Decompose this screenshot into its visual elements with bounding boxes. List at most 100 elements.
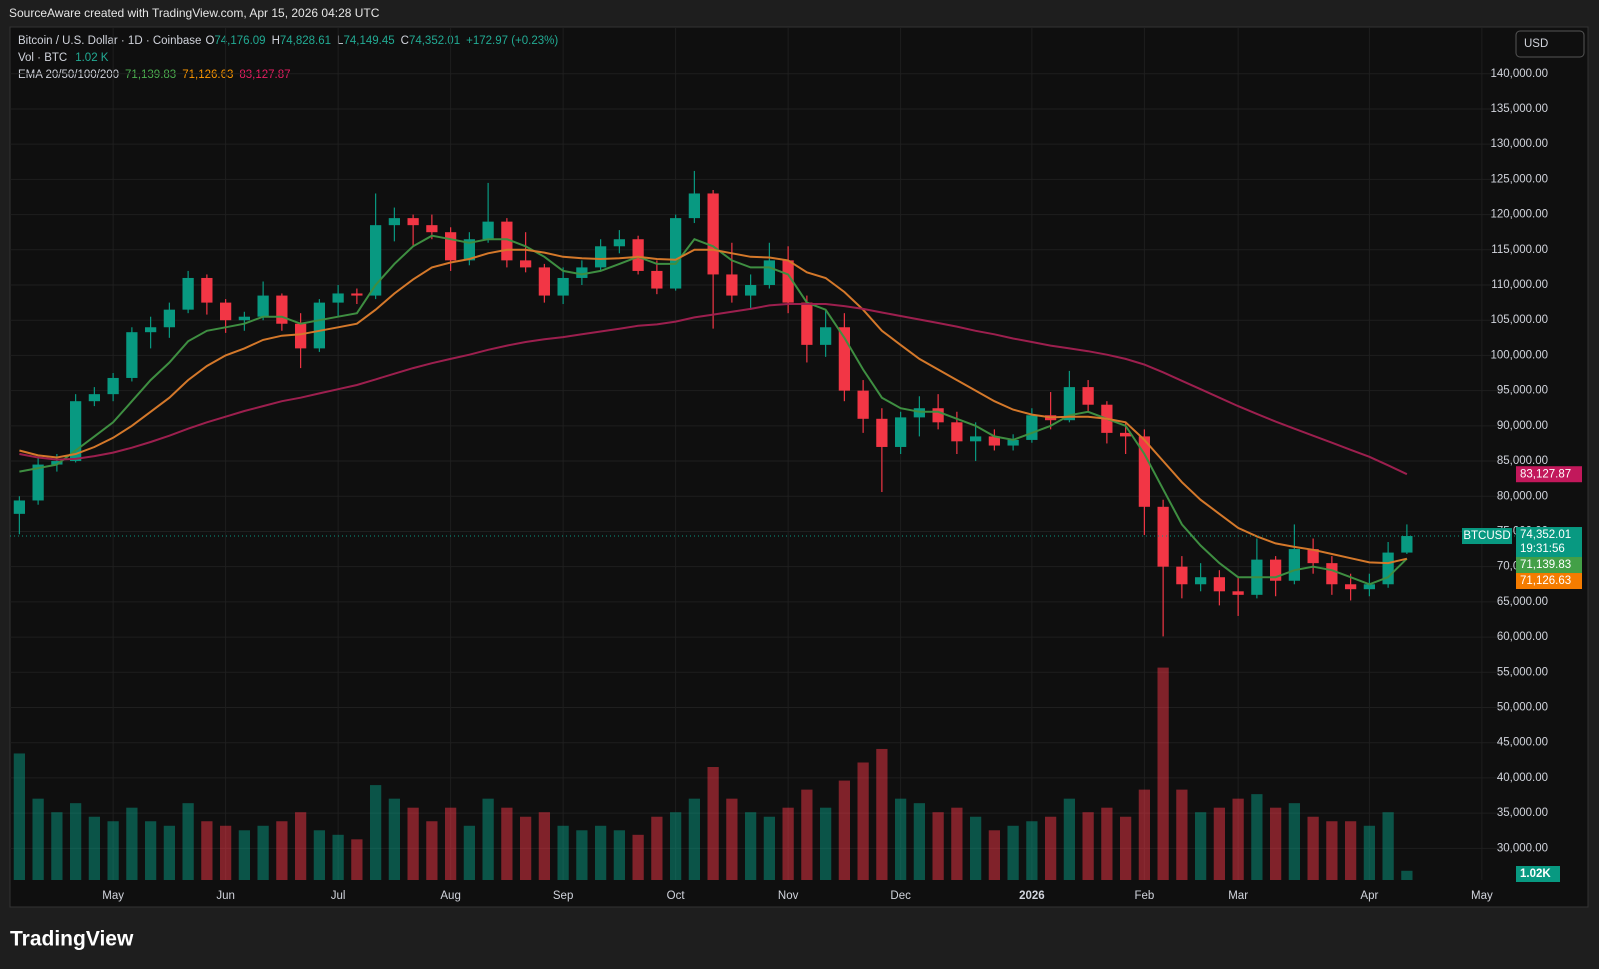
candle-body [182, 277, 194, 310]
candle-body [145, 327, 157, 333]
countdown: 19:31:56 [1520, 543, 1565, 555]
candle-body [351, 293, 363, 296]
volume-bar [782, 807, 794, 880]
chart-panel [9, 26, 1589, 908]
candle-body [332, 293, 344, 303]
volume-bar [1138, 789, 1150, 880]
candle-body [1120, 432, 1132, 437]
ohlc-key: O [205, 35, 214, 47]
ohlc-key: C [401, 35, 409, 47]
candle-body [1026, 415, 1038, 440]
candle-body [13, 500, 25, 514]
volume-bar [970, 816, 982, 880]
volume-bar [1082, 812, 1094, 880]
x-tick-label: Apr [1360, 890, 1378, 902]
y-tick-label: 40,000.00 [1497, 772, 1548, 784]
candle-body [1195, 577, 1207, 585]
volume-bar [651, 816, 663, 880]
candle-body [482, 221, 494, 240]
x-tick-label: May [1471, 890, 1493, 902]
candle-body [988, 436, 1000, 446]
candle-body [426, 225, 438, 233]
volume-bar [763, 816, 775, 880]
y-tick-label: 50,000.00 [1497, 702, 1548, 714]
change: +172.97 (+0.23%) [466, 35, 558, 47]
volume-bar [1270, 807, 1282, 880]
volume-bar [351, 839, 363, 880]
volume-bar [88, 816, 100, 880]
volume-bar [1363, 825, 1375, 880]
volume-bar [332, 834, 344, 880]
candle-body [107, 377, 119, 395]
candle-body [707, 193, 719, 275]
candle-body [576, 267, 588, 278]
volume-bar [1026, 821, 1038, 880]
volume-bar [1382, 812, 1394, 880]
volume-bar [426, 821, 438, 880]
candle-body [313, 302, 325, 349]
ema-line [19, 248, 1408, 565]
volume-bar [1251, 794, 1263, 880]
volume-bar [295, 812, 307, 880]
volume-bar [951, 807, 963, 880]
volume-bar [370, 785, 382, 880]
volume-bar [482, 798, 494, 880]
volume-tag [1516, 866, 1560, 882]
volume-bar [1045, 816, 1057, 880]
candle-body [1082, 387, 1094, 405]
candle-body [782, 260, 794, 303]
y-tick-label: 130,000.00 [1490, 138, 1548, 150]
symbol-tag-text: BTCUSD [1463, 530, 1510, 542]
candle-body [51, 461, 63, 465]
volume-bar [745, 812, 757, 880]
price-tag-text: 74,352.01 [1520, 529, 1571, 541]
volume-bar [501, 807, 513, 880]
volume-bar [163, 825, 175, 880]
y-tick-label: 45,000.00 [1497, 737, 1548, 749]
candle-body [276, 295, 288, 324]
y-tick-label: 140,000.00 [1490, 68, 1548, 80]
volume-bar [876, 748, 888, 880]
y-tick-label: 35,000.00 [1497, 807, 1548, 819]
volume-bar [1120, 816, 1132, 880]
currency: USD [1524, 38, 1548, 50]
volume-bar [801, 789, 813, 880]
ema-legend: EMA 20/50/100/200 71,139.83 71,126.63 83,12… [18, 69, 291, 81]
candle-body [970, 436, 982, 442]
candle-body [1176, 566, 1188, 585]
currency-button[interactable] [1515, 30, 1585, 58]
candle-body [895, 417, 907, 447]
x-tick-label: Aug [440, 890, 460, 902]
volume-bar [932, 812, 944, 880]
price-tag [1516, 527, 1582, 558]
volume-bar [576, 830, 588, 880]
ohlc-key: H [272, 35, 280, 47]
volume-bar [238, 830, 250, 880]
volume-bar [107, 821, 119, 880]
x-tick-label: Mar [1228, 890, 1248, 902]
volume-tag-text: 1.02K [1520, 868, 1551, 880]
volume-bar [1307, 816, 1319, 880]
volume-bar [1213, 807, 1225, 880]
candle-body [1138, 436, 1150, 507]
volume-bar [126, 807, 138, 880]
candle-body [1288, 549, 1300, 581]
x-tick-label: Jul [331, 890, 346, 902]
volume-bar [182, 803, 194, 880]
volume-bar [988, 830, 1000, 880]
y-tick-label: 55,000.00 [1497, 666, 1548, 678]
ohlc-value: 74,828.61 [280, 35, 331, 47]
volume-bar [1176, 789, 1188, 880]
y-tick-label: 85,000.00 [1497, 455, 1548, 467]
y-tick-label: 105,000.00 [1490, 314, 1548, 326]
candle-body [1063, 387, 1075, 421]
candle-body [913, 408, 925, 418]
candle-body [745, 285, 757, 296]
ema-value: 71,139.83 [125, 69, 176, 81]
volume-bar [201, 821, 213, 880]
volume-bar [313, 830, 325, 880]
volume-bar [407, 807, 419, 880]
volume-bar [557, 825, 569, 880]
volume-bar [1063, 798, 1075, 880]
